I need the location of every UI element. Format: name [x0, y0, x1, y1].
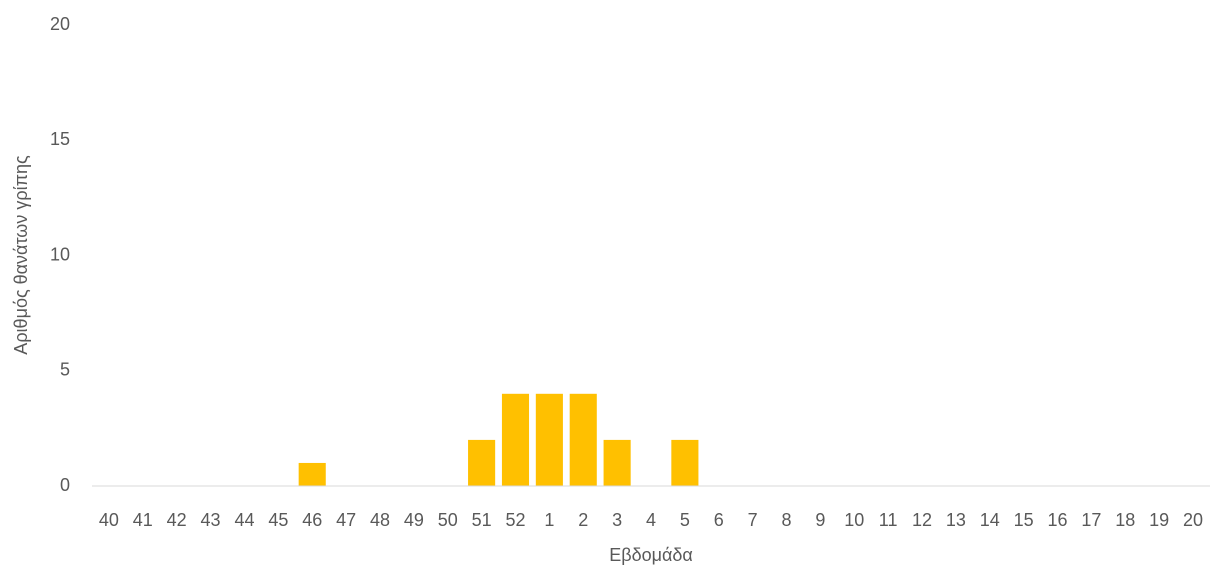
x-tick-label: 5: [680, 510, 690, 530]
x-tick-label: 20: [1183, 510, 1203, 530]
x-tick-label: 2: [578, 510, 588, 530]
y-tick-label: 0: [60, 475, 70, 495]
x-tick-label: 40: [99, 510, 119, 530]
x-tick-label: 17: [1081, 510, 1101, 530]
x-tick-label: 42: [167, 510, 187, 530]
x-tick-label: 1: [544, 510, 554, 530]
bar: [501, 393, 530, 486]
y-tick-label: 10: [50, 244, 70, 264]
bar: [603, 439, 631, 486]
x-tick-label: 47: [336, 510, 356, 530]
x-tick-label: 11: [879, 510, 898, 530]
x-tick-label: 10: [844, 510, 864, 530]
y-tick-label: 15: [50, 129, 70, 149]
x-tick-label: 46: [302, 510, 322, 530]
x-tick-label: 19: [1149, 510, 1169, 530]
x-tick-label: 4: [646, 510, 656, 530]
bar: [468, 439, 496, 486]
x-tick-label: 3: [612, 510, 622, 530]
x-tick-label: 14: [980, 510, 1000, 530]
bar: [569, 393, 597, 486]
x-axis-title: Εβδομάδα: [609, 545, 693, 565]
x-tick-label: 50: [438, 510, 458, 530]
bar: [535, 393, 563, 486]
x-tick-label: 41: [133, 510, 153, 530]
y-tick-label: 20: [50, 14, 70, 34]
x-tick-label: 45: [268, 510, 288, 530]
x-tick-label: 48: [370, 510, 390, 530]
x-tick-label: 13: [946, 510, 966, 530]
x-tick-label: 49: [404, 510, 424, 530]
bar: [298, 462, 326, 486]
x-tick-label: 6: [714, 510, 724, 530]
x-tick-label: 7: [748, 510, 758, 530]
y-axis-title: Αριθμός θανάτων γρίπης: [11, 155, 31, 355]
bar: [671, 439, 699, 486]
x-tick-label: 9: [815, 510, 825, 530]
x-tick-label: 52: [505, 510, 525, 530]
x-tick-label: 43: [201, 510, 221, 530]
x-tick-label: 8: [782, 510, 792, 530]
x-tick-label: 12: [912, 510, 932, 530]
x-tick-label: 16: [1048, 510, 1068, 530]
x-tick-label: 44: [234, 510, 254, 530]
x-tick-label: 18: [1115, 510, 1135, 530]
x-tick-label: 51: [472, 510, 492, 530]
x-tick-label: 15: [1014, 510, 1034, 530]
y-tick-label: 5: [60, 360, 70, 380]
